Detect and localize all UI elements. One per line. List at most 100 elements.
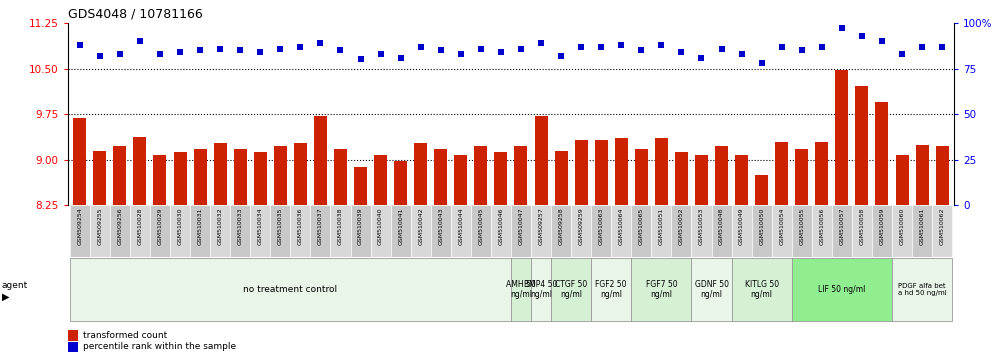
Bar [193,149,206,205]
Bar [752,205,772,257]
Bar [314,116,327,205]
Text: GSM509257: GSM509257 [539,207,544,245]
Point [633,47,649,53]
Bar [390,205,410,257]
Text: GSM510056: GSM510056 [820,207,825,245]
Text: GDS4048 / 10781166: GDS4048 / 10781166 [68,7,202,21]
Text: GSM510047: GSM510047 [519,207,524,245]
Bar [173,153,186,205]
Bar [311,205,331,257]
Bar [691,205,711,257]
Point [353,57,369,62]
Point [192,47,208,53]
Bar [170,205,190,257]
Text: no treatment control: no treatment control [243,285,338,294]
Bar [371,205,390,257]
Bar [129,205,150,257]
Bar [494,153,507,205]
Point [433,47,449,53]
Text: GSM510029: GSM510029 [157,207,162,245]
Text: GSM510043: GSM510043 [438,207,443,245]
Bar [691,258,731,321]
Bar [291,205,311,257]
Text: BMP4 50
ng/ml: BMP4 50 ng/ml [524,280,558,299]
Point [553,53,569,59]
Bar [511,205,531,257]
Point [232,47,248,53]
Text: GSM510063: GSM510063 [599,207,604,245]
Bar [451,205,471,257]
Bar [735,155,748,205]
Bar [354,167,368,205]
Bar [731,258,792,321]
Point [794,47,810,53]
Bar [592,258,631,321]
Bar [612,205,631,257]
Point [854,33,870,39]
Point [834,25,850,31]
Bar [153,155,166,205]
Text: GSM510036: GSM510036 [298,207,303,245]
Bar [775,142,788,205]
Point [112,51,127,57]
Point [614,42,629,48]
Text: GSM510041: GSM510041 [398,207,403,245]
Bar [595,140,608,205]
Point [594,44,610,50]
Text: GSM510064: GSM510064 [619,207,623,245]
Bar [571,205,592,257]
Bar [935,146,948,205]
Point [293,44,309,50]
Bar [575,140,588,205]
Point [734,51,750,57]
Point [252,49,268,55]
Bar [895,155,908,205]
Text: GSM510048: GSM510048 [719,207,724,245]
Bar [812,205,832,257]
Bar [294,143,307,205]
Bar [434,149,447,205]
Bar [795,149,809,205]
Point [673,49,689,55]
Text: GSM510032: GSM510032 [218,207,223,245]
Text: GSM509258: GSM509258 [559,207,564,245]
Bar [852,205,872,257]
Bar [671,205,691,257]
Point [172,49,188,55]
Bar [915,144,928,205]
Text: GSM510051: GSM510051 [659,207,664,245]
Bar [213,143,227,205]
Bar [792,258,892,321]
Text: GSM510038: GSM510038 [338,207,343,245]
Bar [912,205,932,257]
Bar [270,205,291,257]
Text: GSM510061: GSM510061 [919,207,924,245]
Text: GSM509254: GSM509254 [78,207,83,245]
Point [513,46,529,51]
Bar [274,146,287,205]
Text: agent: agent [2,281,28,290]
Bar [110,205,129,257]
Bar [70,258,511,321]
Text: KITLG 50
ng/ml: KITLG 50 ng/ml [745,280,779,299]
Point [493,49,509,55]
Bar [872,205,892,257]
Point [934,44,950,50]
Point [473,46,489,51]
Point [453,51,469,57]
Text: GSM510039: GSM510039 [358,207,363,245]
Bar [836,70,849,205]
Bar [772,205,792,257]
Point [874,38,890,44]
Bar [715,146,728,205]
Point [774,44,790,50]
Bar [515,146,528,205]
Text: GSM510054: GSM510054 [779,207,784,245]
Bar [414,143,427,205]
Text: ▶: ▶ [2,291,10,302]
Bar [254,153,267,205]
Point [653,42,669,48]
Text: GSM510062: GSM510062 [939,207,944,245]
Bar [631,205,651,257]
Bar [651,205,671,257]
